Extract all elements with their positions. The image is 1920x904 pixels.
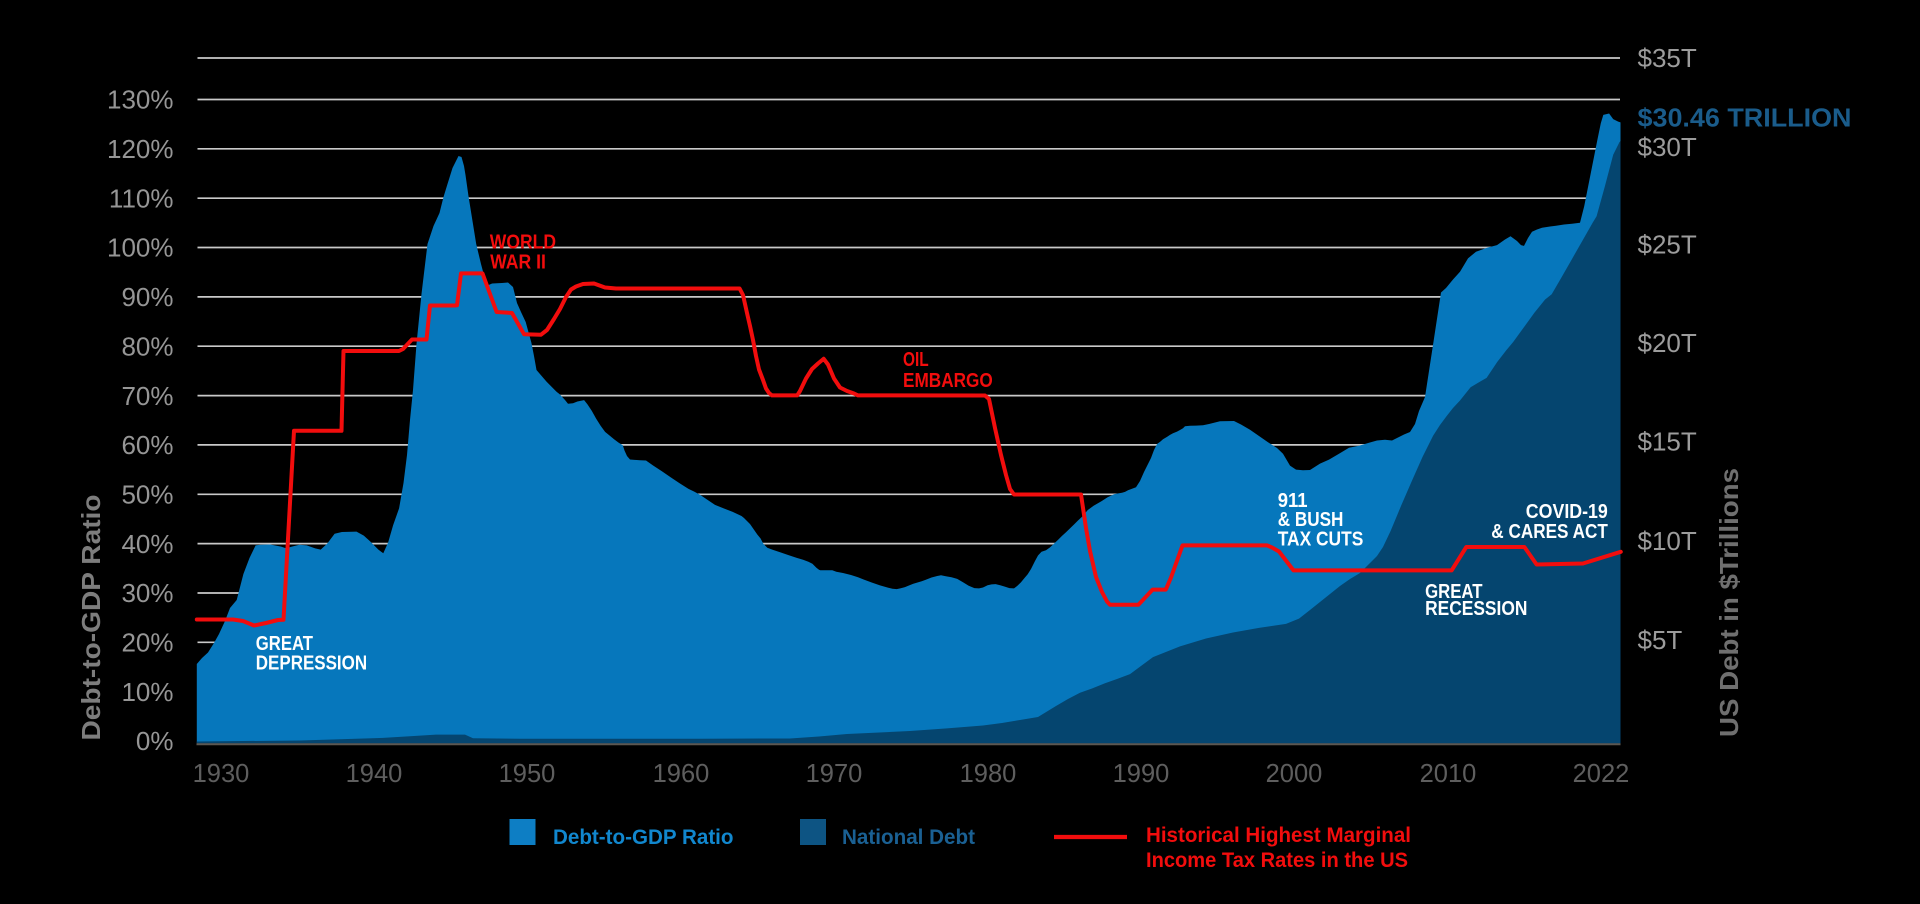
svg-text:911: 911 (1278, 490, 1308, 512)
svg-text:GREAT: GREAT (256, 633, 313, 655)
svg-text:120%: 120% (107, 134, 174, 164)
svg-text:20%: 20% (121, 628, 173, 658)
svg-text:2010: 2010 (1420, 760, 1477, 788)
svg-text:70%: 70% (121, 381, 173, 411)
svg-text:1970: 1970 (806, 760, 863, 788)
svg-text:1930: 1930 (193, 760, 250, 788)
svg-text:TAX CUTS: TAX CUTS (1278, 529, 1364, 551)
svg-text:& CARES ACT: & CARES ACT (1491, 521, 1608, 543)
svg-text:GREAT: GREAT (1425, 581, 1482, 603)
svg-text:2000: 2000 (1266, 760, 1323, 788)
svg-text:& BUSH: & BUSH (1278, 509, 1344, 531)
svg-text:2022: 2022 (1573, 760, 1630, 788)
svg-text:Debt-to-GDP Ratio: Debt-to-GDP Ratio (76, 495, 106, 741)
svg-text:$15T: $15T (1638, 427, 1697, 457)
svg-text:DEPRESSION: DEPRESSION (256, 653, 367, 675)
svg-text:40%: 40% (121, 529, 173, 559)
svg-text:$20T: $20T (1638, 328, 1697, 358)
svg-text:1990: 1990 (1113, 760, 1170, 788)
svg-text:110%: 110% (109, 183, 174, 213)
svg-text:$30T: $30T (1638, 132, 1697, 162)
svg-text:10%: 10% (121, 677, 173, 707)
svg-text:Historical Highest Marginal: Historical Highest Marginal (1146, 824, 1411, 847)
svg-text:EMBARGO: EMBARGO (903, 370, 993, 392)
svg-text:WORLD: WORLD (490, 232, 556, 254)
svg-text:30%: 30% (121, 578, 173, 608)
svg-text:$25T: $25T (1638, 230, 1697, 260)
svg-text:90%: 90% (121, 282, 173, 312)
svg-text:1960: 1960 (653, 760, 710, 788)
svg-text:US Debt in $Trillions: US Debt in $Trillions (1714, 468, 1744, 737)
svg-text:1980: 1980 (960, 760, 1017, 788)
svg-text:130%: 130% (107, 85, 174, 115)
svg-text:$35T: $35T (1638, 43, 1697, 73)
svg-text:1940: 1940 (346, 760, 403, 788)
svg-text:Income Tax Rates in the US: Income Tax Rates in the US (1146, 849, 1408, 872)
svg-text:WAR II: WAR II (490, 252, 546, 274)
svg-text:$10T: $10T (1638, 526, 1697, 556)
svg-text:$5T: $5T (1638, 625, 1683, 655)
svg-text:National Debt: National Debt (842, 826, 975, 849)
svg-text:COVID-19: COVID-19 (1526, 501, 1608, 523)
svg-text:Debt-to-GDP Ratio: Debt-to-GDP Ratio (553, 826, 734, 849)
svg-text:100%: 100% (107, 233, 174, 263)
svg-text:OIL: OIL (903, 349, 929, 371)
svg-text:60%: 60% (121, 430, 173, 460)
svg-text:80%: 80% (121, 331, 173, 361)
svg-text:50%: 50% (121, 480, 173, 510)
svg-text:$30.46 TRILLION: $30.46 TRILLION (1638, 103, 1852, 133)
svg-text:1950: 1950 (499, 760, 556, 788)
svg-text:RECESSION: RECESSION (1425, 598, 1527, 620)
svg-text:0%: 0% (136, 726, 174, 756)
